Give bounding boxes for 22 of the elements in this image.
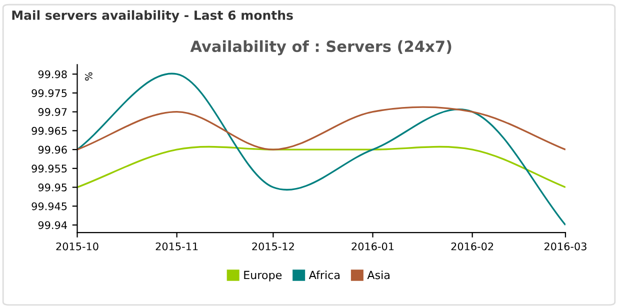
legend-label: Asia [367, 270, 390, 280]
legend-label: Europe [244, 270, 282, 282]
y-tick-label: 99.975 [32, 89, 67, 98]
chart-title: Availability of : Servers (24x7) [190, 40, 452, 56]
y-tick-label: 99.96 [38, 146, 67, 154]
y-tick-label: 99.945 [32, 202, 67, 210]
y-tick-label: 99.965 [32, 126, 67, 135]
x-tick-label: 2015-10 [56, 242, 98, 250]
y-tick-label: 99.98 [38, 70, 67, 78]
x-tick-label: 2016-03 [544, 242, 586, 250]
line-series [77, 73, 566, 226]
y-tick-label: 99.955 [32, 164, 67, 173]
x-tick-label: 2015-12 [252, 242, 294, 250]
y-axis-title: % [84, 72, 92, 81]
y-tick-label: 99.97 [38, 108, 67, 116]
legend-label: Africa [308, 270, 340, 280]
x-tick-label: 2016-01 [352, 242, 394, 250]
y-tick-label: 99.95 [38, 184, 67, 192]
text: Mail servers availability - Last 6 months [12, 10, 293, 22]
y-tick-label: 99.94 [38, 221, 67, 230]
x-tick-label: 2016-02 [451, 242, 494, 250]
x-tick-label: 2015-11 [156, 242, 198, 250]
